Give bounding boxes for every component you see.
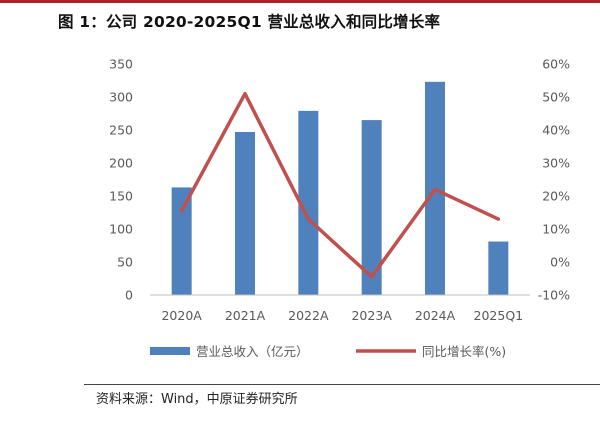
growth-rate-point [243,92,247,96]
x-axis-tick-label: 2021A [225,308,266,323]
right-axis-tick-label: 20% [542,189,570,204]
revenue-bar [235,131,255,295]
right-axis-tick-label: 40% [542,123,570,138]
x-axis-tick-label: 2022A [288,308,329,323]
growth-rate-point [496,217,500,221]
right-axis-tick-label: -10% [538,288,570,303]
right-axis-tick-label: 30% [542,156,570,171]
legend-bar-label: 营业总收入（亿元） [196,344,309,359]
right-axis-tick-label: 0% [550,255,570,270]
source-note: 资料来源：Wind，中原证券研究所 [96,392,298,407]
left-axis-tick-label: 250 [109,123,133,138]
revenue-bar [361,120,382,295]
legend-line-label: 同比增长率(%) [422,344,506,359]
right-axis-tick-label: 10% [542,222,570,237]
top-rule [0,0,600,3]
x-axis-tick-label: 2020A [161,308,202,323]
growth-rate-point [306,217,310,221]
growth-rate-point [180,209,184,213]
growth-rate-line [179,91,501,279]
revenue-bar [488,241,509,295]
x-axis-tick-label: 2025Q1 [474,308,524,323]
left-axis-tick-label: 350 [109,57,133,72]
x-axis-tick-label: 2024A [415,308,456,323]
left-axis-tick-label: 150 [109,189,133,204]
left-axis-tick-label: 300 [109,90,133,105]
left-axis-tick-label: 0 [125,288,133,303]
right-axis-tick-label: 60% [542,57,570,72]
source-rule [84,384,600,385]
left-axis-tick-label: 100 [109,222,133,237]
x-axis-tick-label: 2023A [351,308,392,323]
figure-title: 图 1：公司 2020-2025Q1 营业总收入和同比增长率 [58,13,441,31]
growth-rate-point [370,275,374,279]
right-axis-tick-label: 50% [542,90,570,105]
left-axis-tick-label: 200 [109,156,133,171]
left-axis-tick-label: 50 [117,255,133,270]
revenue-bar [171,187,192,295]
revenue-bar [298,110,319,295]
growth-rate-point [433,187,437,191]
legend-bar-swatch [150,347,190,355]
